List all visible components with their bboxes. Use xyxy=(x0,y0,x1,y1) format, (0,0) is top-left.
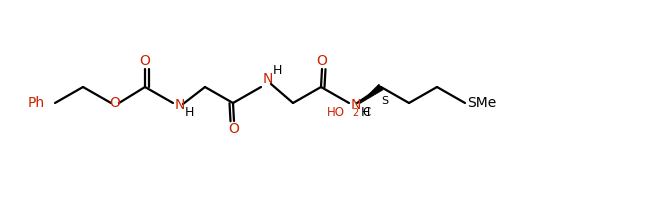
Text: O: O xyxy=(317,54,327,68)
Text: SMe: SMe xyxy=(467,96,496,110)
Text: Ph: Ph xyxy=(28,96,45,110)
Text: 2: 2 xyxy=(352,108,358,118)
Text: H: H xyxy=(185,106,194,119)
Polygon shape xyxy=(359,84,383,104)
Text: H: H xyxy=(361,106,371,119)
Text: HO: HO xyxy=(327,106,345,119)
Text: N: N xyxy=(263,72,273,86)
Text: C: C xyxy=(362,106,371,119)
Text: H: H xyxy=(273,65,283,78)
Text: O: O xyxy=(139,54,150,68)
Text: N: N xyxy=(175,98,185,112)
Text: O: O xyxy=(229,122,239,136)
Text: O: O xyxy=(110,96,120,110)
Text: S: S xyxy=(382,96,388,106)
Text: N: N xyxy=(351,98,361,112)
